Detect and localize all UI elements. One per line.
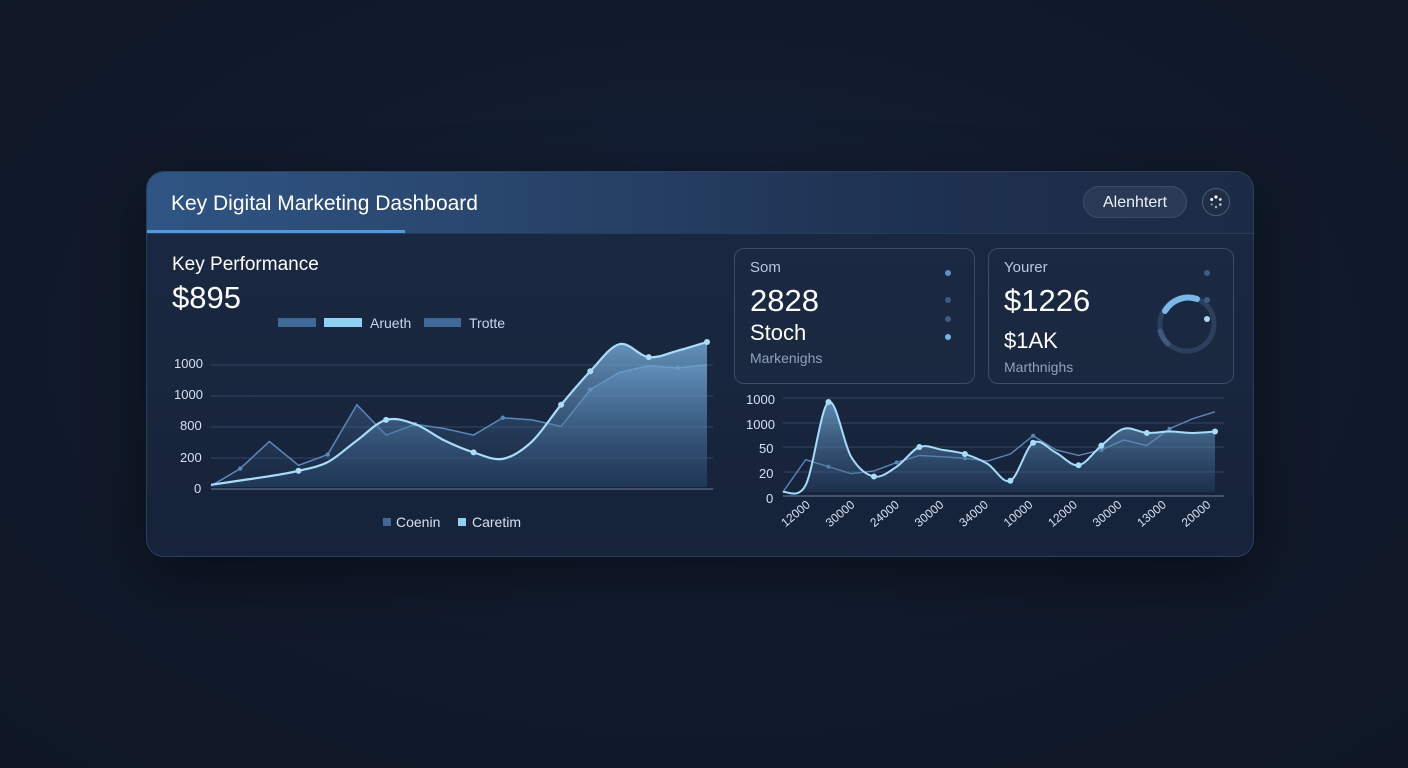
data-point xyxy=(1098,442,1105,449)
card-label: Som xyxy=(750,259,781,276)
data-point xyxy=(383,416,390,423)
x-tick-label: 20000 xyxy=(1179,497,1214,529)
x-tick-label: 34000 xyxy=(956,497,991,529)
x-tick-label: 30000 xyxy=(823,497,858,529)
data-point xyxy=(558,401,565,408)
x-tick-label: 12000 xyxy=(1045,497,1080,529)
indicator-dot xyxy=(1204,316,1210,322)
data-point xyxy=(470,449,477,456)
y-tick-label: 1000 xyxy=(746,417,775,432)
x-tick-label: 12000 xyxy=(779,497,813,529)
loader-icon xyxy=(1210,195,1222,209)
y-tick-label: 20 xyxy=(759,466,774,481)
card-subvalue: Stoch xyxy=(750,320,807,345)
y-tick-label: 0 xyxy=(766,491,774,506)
legend-label-caretim: Caretim xyxy=(472,514,522,530)
series-area-caretim xyxy=(211,342,707,487)
card-label: Yourer xyxy=(1004,259,1048,276)
dashboard-panel: Key Digital Marketing Dashboard Alenhter… xyxy=(146,171,1254,557)
legend-label-trotte: Trotte xyxy=(469,315,506,331)
alert-button[interactable]: Alenhtert xyxy=(1083,186,1187,218)
y-tick-label: 200 xyxy=(180,450,202,465)
data-point xyxy=(894,460,899,465)
card-caption: Markenighs xyxy=(750,350,823,366)
x-tick-label: 24000 xyxy=(867,497,902,529)
legend-label-coenin: Coenin xyxy=(396,514,441,530)
data-point xyxy=(1030,439,1037,446)
indicator-dot xyxy=(945,297,951,303)
card-value: 2828 xyxy=(750,283,819,318)
stat-card-yourer[interactable]: Yourer $1226 $1AK Marthnighs xyxy=(988,248,1234,384)
data-point xyxy=(1167,426,1172,431)
y-tick-label: 800 xyxy=(180,418,202,433)
data-point xyxy=(1075,462,1082,469)
data-point xyxy=(704,339,710,345)
settings-button[interactable] xyxy=(1202,188,1230,216)
dashboard-header: Key Digital Marketing Dashboard Alenhter… xyxy=(147,172,1253,234)
data-point xyxy=(645,354,652,361)
secondary-area-chart: 12000 30000 24000 30000 34000 10000 12000 30000… xyxy=(779,397,1224,530)
legend-swatch-caretim xyxy=(458,518,466,526)
data-point xyxy=(295,467,302,474)
indicator-dot xyxy=(1204,270,1210,276)
kpi-label: Key Performance xyxy=(172,254,319,275)
main-area-chart xyxy=(210,339,713,490)
page-title: Key Digital Marketing Dashboard xyxy=(171,192,478,215)
data-point xyxy=(916,444,923,450)
data-point xyxy=(825,399,832,405)
y-tick-label: 1000 xyxy=(746,392,775,407)
card-value: $1226 xyxy=(1004,283,1091,318)
series-line-secondary-light xyxy=(782,400,1216,495)
data-point xyxy=(237,466,243,471)
data-point xyxy=(500,415,505,420)
legend-swatch-dark-1 xyxy=(278,318,316,327)
progress-ring-icon xyxy=(1157,294,1217,354)
indicator-dot xyxy=(945,316,951,322)
data-point xyxy=(325,452,330,457)
card-subvalue: $1AK xyxy=(1004,328,1058,353)
legend-swatch-coenin xyxy=(383,518,391,526)
y-tick-label: 1000 xyxy=(174,387,203,402)
indicator-dot xyxy=(945,270,951,276)
header-accent-bar xyxy=(147,230,405,233)
data-point xyxy=(1007,477,1014,484)
card-caption: Marthnighs xyxy=(1004,359,1074,375)
indicator-dot xyxy=(945,334,951,340)
y-tick-label: 1000 xyxy=(174,356,203,371)
x-tick-label: 30000 xyxy=(1090,497,1125,529)
data-point xyxy=(587,368,594,375)
x-tick-label: 10000 xyxy=(1001,497,1036,529)
data-point xyxy=(1143,429,1150,436)
x-tick-label: 30000 xyxy=(912,497,947,529)
kpi-value: $895 xyxy=(172,280,241,315)
stat-card-som[interactable]: Som 2828 Stoch Markenighs xyxy=(734,248,975,384)
x-tick-label: 13000 xyxy=(1134,497,1169,529)
data-point xyxy=(870,473,877,480)
legend-swatch-light xyxy=(324,318,362,327)
y-tick-label: 50 xyxy=(759,441,774,456)
data-point xyxy=(1031,433,1036,438)
legend-swatch-dark-2 xyxy=(424,318,461,327)
data-point xyxy=(961,451,968,458)
data-point xyxy=(1212,428,1218,435)
y-tick-label: 0 xyxy=(194,481,202,496)
legend-label-arueth: Arueth xyxy=(370,315,412,331)
indicator-dot xyxy=(1204,297,1210,303)
